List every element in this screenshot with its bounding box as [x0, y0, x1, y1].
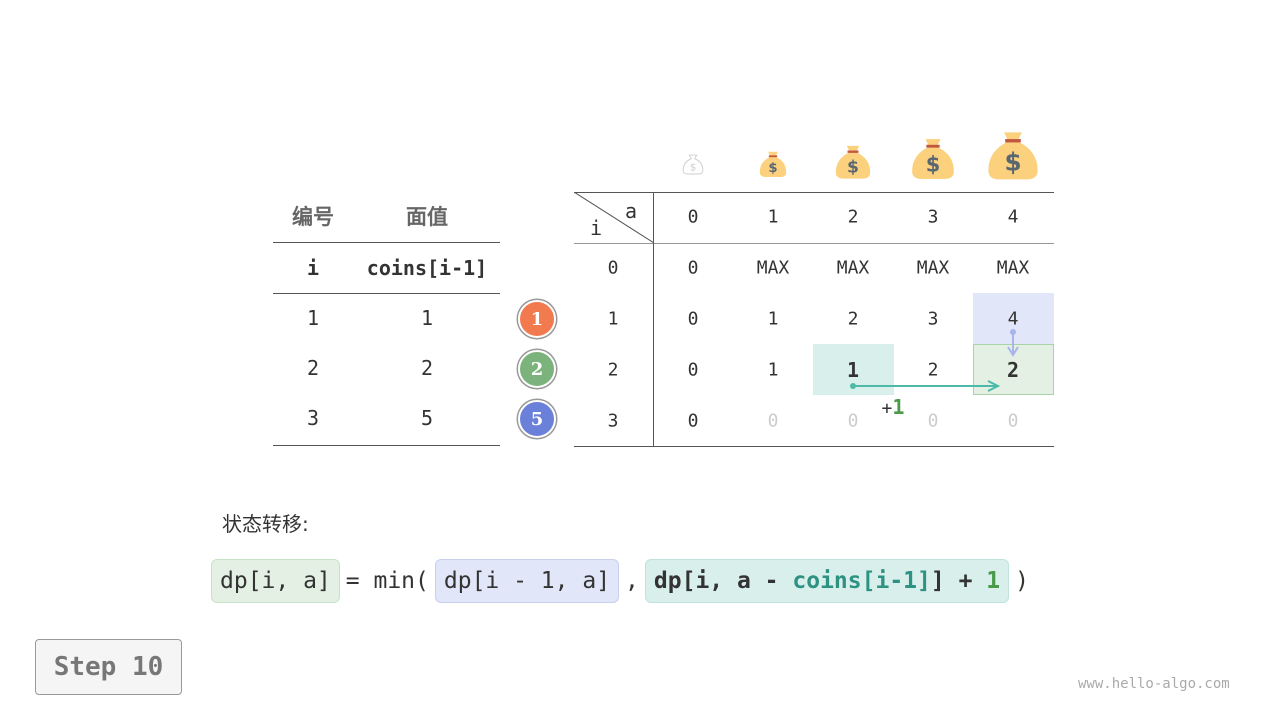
- money-bag-icon: $: [988, 132, 1038, 180]
- money-bag-icons: $ $ $ $ $: [682, 132, 1038, 180]
- watermark: www.hello-algo.com: [1078, 676, 1230, 692]
- formula: dp[i, a] = min( dp[i - 1, a] , dp[i, a -…: [211, 559, 1029, 603]
- dp-cell: 4: [1007, 308, 1019, 330]
- dp-cell: 2: [847, 308, 859, 330]
- subheader-i: i: [306, 256, 320, 280]
- coin-badge: 1: [518, 300, 556, 338]
- dp-cell: 0: [927, 410, 939, 432]
- dp-cell: 0: [1007, 410, 1019, 432]
- money-bag-icon: $: [682, 154, 704, 175]
- col-header: 4: [1007, 206, 1019, 228]
- row-header: 0: [607, 257, 619, 279]
- header-index: 编号: [292, 205, 334, 229]
- svg-text:$: $: [926, 152, 941, 176]
- col-header: 1: [767, 206, 779, 228]
- row-header: 2: [607, 359, 619, 381]
- dp-cell: 0: [687, 410, 699, 432]
- dp-cell: 2: [927, 359, 939, 381]
- dp-cell: MAX: [756, 257, 790, 279]
- formula-lhs: dp[i, a]: [211, 559, 340, 603]
- formula-term-up: dp[i - 1, a]: [434, 559, 620, 603]
- header-value: 面值: [406, 205, 448, 229]
- dp-cell: 1: [767, 359, 779, 381]
- dp-cell: 0: [687, 359, 699, 381]
- dp-cell: 3: [927, 308, 939, 330]
- dp-cell: MAX: [836, 257, 870, 279]
- formula-comma: ,: [625, 568, 639, 594]
- col-header: 3: [927, 206, 939, 228]
- dp-cell: 1: [767, 308, 779, 330]
- plus-one-label: +1: [881, 395, 905, 419]
- coin-index: 1: [306, 306, 320, 330]
- row-header: 3: [607, 410, 619, 432]
- dp-cell: MAX: [996, 257, 1030, 279]
- formula-label: 状态转移:: [222, 512, 309, 536]
- dp-cell: 0: [847, 410, 859, 432]
- svg-text:$: $: [768, 161, 777, 176]
- coin-value: 1: [420, 306, 434, 330]
- dp-cell: 0: [687, 308, 699, 330]
- corner-row-label: i: [589, 216, 603, 240]
- step-label: Step 10: [35, 639, 182, 695]
- col-header: 2: [847, 206, 859, 228]
- formula-close: ): [1015, 568, 1029, 594]
- coin-value: 5: [420, 406, 434, 430]
- subheader-coins: coins[i-1]: [366, 256, 488, 280]
- dp-cell: 2: [1006, 358, 1020, 382]
- coin-badge: 2: [518, 350, 556, 388]
- svg-text:$: $: [847, 157, 859, 177]
- coin-badge: 5: [518, 400, 556, 438]
- dp-cell: 0: [767, 410, 779, 432]
- formula-eq: = min(: [345, 568, 429, 594]
- svg-text:$: $: [690, 162, 696, 173]
- dp-cell: MAX: [916, 257, 950, 279]
- dp-cell: 1: [846, 358, 860, 382]
- row-header: 1: [607, 308, 619, 330]
- coin-index: 2: [306, 356, 320, 380]
- coin-index: 3: [306, 406, 320, 430]
- dp-cell: 0: [687, 257, 699, 279]
- money-bag-icon: $: [835, 145, 871, 179]
- formula-term-left: dp[i, a - coins[i-1]] + 1: [644, 559, 1010, 603]
- money-bag-icon: $: [912, 139, 954, 179]
- corner-col-label: a: [624, 199, 638, 223]
- col-header: 0: [687, 206, 699, 228]
- svg-text:$: $: [1004, 147, 1021, 176]
- coin-value: 2: [420, 356, 434, 380]
- money-bag-icon: $: [759, 151, 787, 177]
- corner-diagonal: [574, 192, 654, 244]
